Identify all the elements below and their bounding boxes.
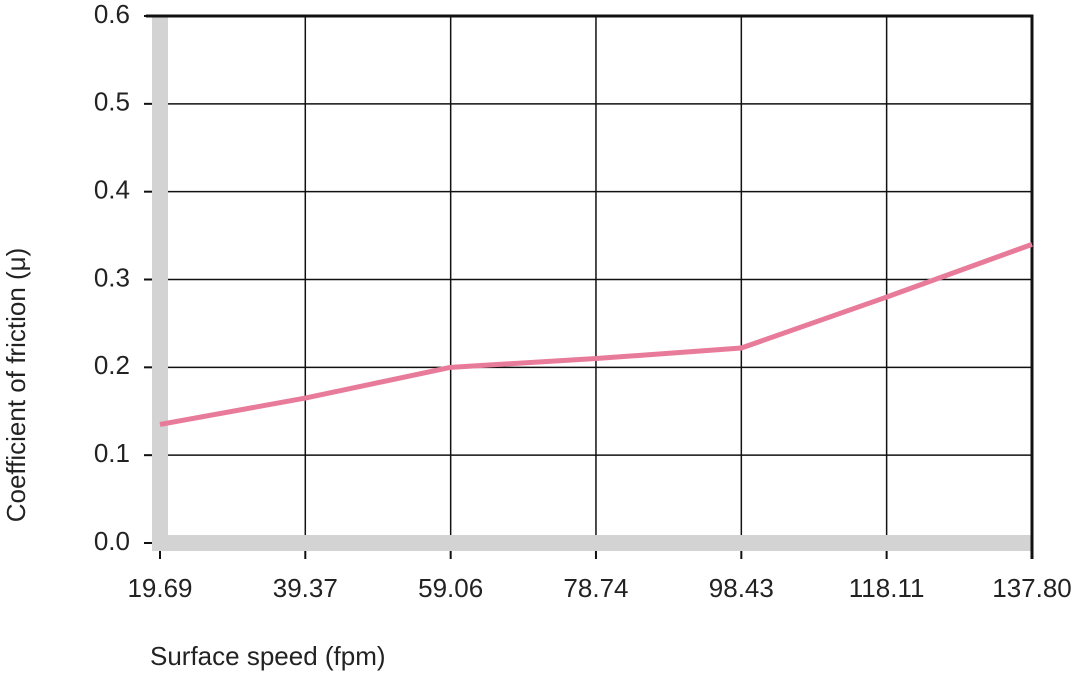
y-tick-label: 0.4 [94,175,130,205]
y-axis-bar [152,16,168,551]
x-axis-title: Surface speed (fpm) [150,641,386,671]
y-tick-label: 0.0 [94,526,130,556]
y-tick-label: 0.5 [94,87,130,117]
y-tick-label: 0.1 [94,438,130,468]
data-line [159,242,1033,427]
x-axis-bar [152,535,1032,551]
y-tick-label: 0.3 [94,262,130,292]
x-tick-label: 59.06 [418,573,483,603]
x-tick-label: 78.74 [563,573,628,603]
x-tick-label: 19.69 [127,573,192,603]
y-tick-label: 0.6 [94,0,130,29]
x-tick-label: 118.11 [849,573,925,603]
x-tick-label: 39.37 [273,573,338,603]
x-tick-label: 98.43 [709,573,774,603]
x-tick-label: 137.80 [992,573,1072,603]
y-tick-label: 0.2 [94,350,130,380]
y-axis-title: Coefficient of friction (μ) [1,248,31,523]
